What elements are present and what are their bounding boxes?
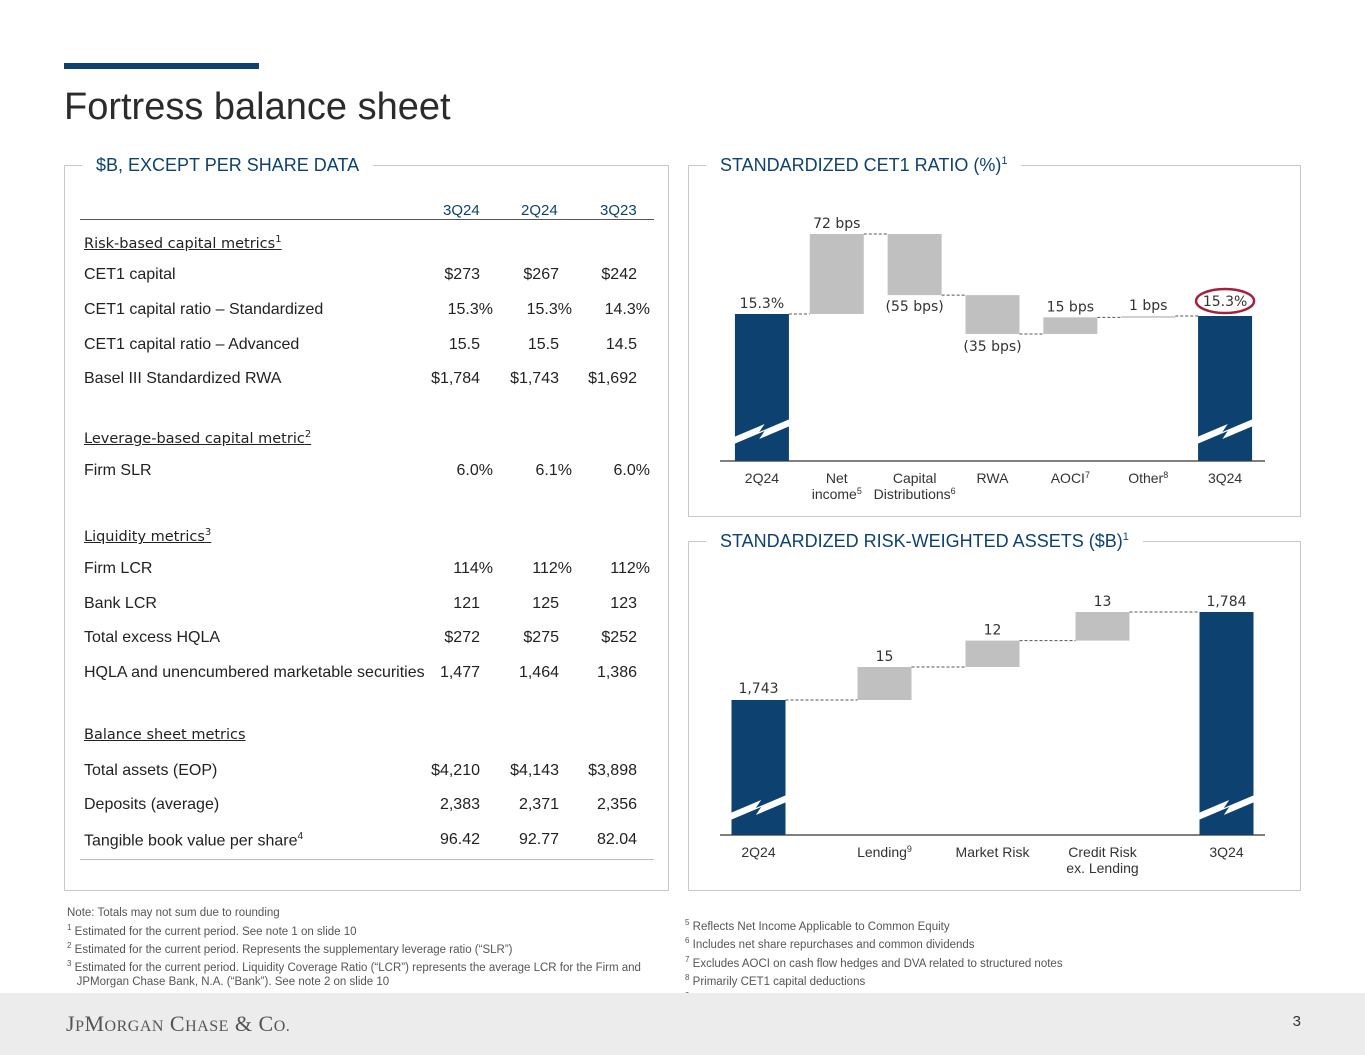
cell-tbvps-3q24: 96.42 [439, 831, 480, 848]
title-accent-rule [64, 63, 259, 69]
row-label-hqla-sec: HQLA and unencumbered marketable securit… [84, 664, 425, 681]
cell-firm-lcr-3q23: 112% [610, 560, 650, 577]
row-label-excess-hqla: Total excess HQLA [84, 629, 221, 646]
footnote-3: 3 Estimated for the current period. Liqu… [67, 959, 641, 974]
row-label-total-assets: Total assets (EOP) [84, 762, 218, 779]
cell-hqla-sec-2q24: 1,464 [518, 664, 559, 681]
footnotes-left: Note: Totals may not sum due to rounding… [67, 906, 677, 1008]
cell-deposits-2q24: 2,371 [518, 796, 559, 813]
footnote-note: Note: Totals may not sum due to rounding [67, 907, 280, 919]
cell-cet1-std-3q23: 14.3% [604, 301, 650, 318]
company-logo: JPMORGAN CHASE & CO. [66, 1011, 291, 1036]
page-title: Fortress balance sheet [64, 86, 451, 128]
cell-firm-slr-2q24: 6.1% [535, 462, 572, 479]
cell-deposits-3q23: 2,356 [596, 796, 637, 813]
cell-bank-lcr-3q24: 121 [453, 595, 480, 612]
row-label-cet1-std: CET1 capital ratio – Standardized [84, 301, 324, 318]
header-rule [80, 219, 654, 220]
col-header-3q24: 3Q24 [443, 202, 480, 219]
page-number: 3 [1292, 1013, 1301, 1030]
col-header-3q23: 3Q23 [600, 202, 637, 219]
row-label-basel-rwa: Basel III Standardized RWA [84, 370, 282, 387]
cell-cet1-std-3q24: 15.3% [447, 301, 493, 318]
cell-tbvps-3q23: 82.04 [596, 831, 637, 848]
row-label-firm-slr: Firm SLR [84, 462, 152, 479]
footer-bar [0, 993, 1365, 1055]
row-label-bank-lcr: Bank LCR [84, 595, 157, 612]
row-label-firm-lcr: Firm LCR [84, 560, 153, 577]
cell-cet1-capital-2q24: $267 [523, 266, 559, 283]
row-label-deposits: Deposits (average) [84, 796, 220, 813]
cell-bank-lcr-3q23: 123 [610, 595, 637, 612]
rwa-chart-title: STANDARDIZED RISK-WEIGHTED ASSETS ($B)1 [706, 531, 1143, 552]
cell-firm-lcr-2q24: 112% [532, 560, 572, 577]
rwa-chart-panel: STANDARDIZED RISK-WEIGHTED ASSETS ($B)1 [688, 531, 1301, 891]
cell-basel-rwa-3q24: $1,784 [431, 370, 480, 387]
cell-tbvps-2q24: 92.77 [518, 831, 559, 848]
cell-total-assets-3q24: $4,210 [431, 762, 480, 779]
cet1-chart-panel: STANDARDIZED CET1 RATIO (%)1 [688, 155, 1301, 517]
row-label-tbvps: Tangible book value per share4 [84, 831, 304, 850]
cet1-chart-title: STANDARDIZED CET1 RATIO (%)1 [706, 155, 1022, 176]
footnote-8: 8 Primarily CET1 capital deductions [685, 972, 866, 988]
cell-deposits-3q24: 2,383 [439, 796, 480, 813]
footnote-note: JPMorgan Chase Bank, N.A. (“Bank”). See … [67, 976, 390, 989]
section-liquidity-label: Liquidity metrics3 [84, 527, 212, 545]
cell-cet1-adv-3q24: 15.5 [448, 336, 480, 353]
footnote-2: 2 Estimated for the current period. Repr… [67, 940, 513, 956]
cell-cet1-adv-3q23: 14.5 [605, 336, 637, 353]
section-balance-label: Balance sheet metrics [84, 727, 246, 743]
metrics-panel: $B, EXCEPT PER SHARE DATA [64, 155, 669, 891]
cell-excess-hqla-3q24: $272 [444, 629, 480, 646]
cell-total-assets-2q24: $4,143 [510, 762, 559, 779]
cell-hqla-sec-3q23: 1,386 [596, 664, 637, 681]
cell-basel-rwa-3q23: $1,692 [588, 370, 637, 387]
cell-firm-lcr-3q24: 114% [453, 560, 493, 577]
footnote-5: 5 Reflects Net Income Applicable to Comm… [685, 918, 950, 933]
cell-cet1-std-2q24: 15.3% [526, 301, 572, 318]
table-bottom-rule [80, 859, 654, 860]
cell-hqla-sec-3q24: 1,477 [439, 664, 480, 681]
row-label-cet1-capital: CET1 capital [84, 266, 176, 283]
footnote-7: 7 Excludes AOCI on cash flow hedges and … [685, 954, 1063, 970]
metrics-panel-title: $B, EXCEPT PER SHARE DATA [82, 155, 374, 176]
footnote-1: 1 Estimated for the current period. See … [67, 922, 357, 938]
cell-cet1-capital-3q24: $273 [444, 266, 480, 283]
cell-excess-hqla-2q24: $275 [523, 629, 559, 646]
cell-excess-hqla-3q23: $252 [601, 629, 637, 646]
cell-cet1-capital-3q23: $242 [601, 266, 637, 283]
cell-firm-slr-3q23: 6.0% [613, 462, 650, 479]
section-leverage-label: Leverage-based capital metric2 [84, 429, 312, 447]
footnote-6: 6 Includes net share repurchases and com… [685, 936, 975, 952]
col-header-2q24: 2Q24 [521, 202, 558, 219]
cell-basel-rwa-2q24: $1,743 [510, 370, 559, 387]
cell-firm-slr-3q24: 6.0% [456, 462, 493, 479]
row-label-cet1-adv: CET1 capital ratio – Advanced [84, 336, 300, 353]
cell-cet1-adv-2q24: 15.5 [527, 336, 559, 353]
section-risk-label: Risk-based capital metrics1 [84, 234, 282, 252]
cell-total-assets-3q23: $3,898 [588, 762, 637, 779]
cell-bank-lcr-2q24: 125 [532, 595, 559, 612]
